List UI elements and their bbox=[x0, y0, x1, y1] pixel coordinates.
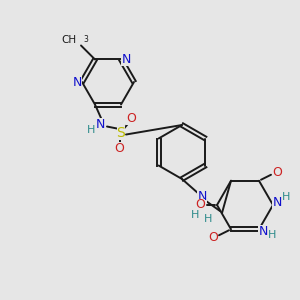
Text: N: N bbox=[197, 190, 207, 203]
Text: O: O bbox=[114, 142, 124, 155]
Text: O: O bbox=[195, 199, 205, 212]
Text: H: H bbox=[268, 230, 276, 240]
Text: O: O bbox=[208, 231, 218, 244]
Text: N: N bbox=[72, 76, 82, 88]
Text: O: O bbox=[126, 112, 136, 125]
Text: H: H bbox=[282, 192, 290, 202]
Text: H: H bbox=[87, 124, 95, 134]
Text: H: H bbox=[191, 210, 199, 220]
Text: N: N bbox=[258, 225, 268, 238]
Text: CH: CH bbox=[61, 35, 76, 46]
Text: O: O bbox=[272, 166, 282, 179]
Text: S: S bbox=[117, 125, 125, 140]
Text: 3: 3 bbox=[83, 35, 88, 44]
Text: N: N bbox=[272, 196, 282, 209]
Text: H: H bbox=[204, 214, 212, 224]
Text: N: N bbox=[95, 118, 105, 131]
Text: N: N bbox=[121, 53, 131, 66]
